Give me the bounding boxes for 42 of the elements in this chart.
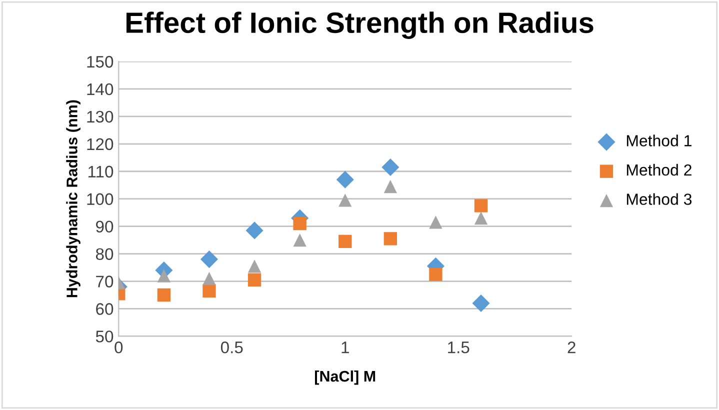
x-tick-label: 1.5 (448, 342, 470, 354)
y-tick-label: 120 (87, 138, 114, 150)
point (472, 294, 490, 312)
legend-label: Method 3 (626, 193, 692, 205)
y-tick-label: 90 (96, 220, 114, 233)
point (248, 260, 262, 273)
y-tick-label: 110 (88, 166, 114, 178)
point (384, 180, 398, 194)
point (202, 272, 216, 286)
point (157, 288, 171, 302)
point (248, 273, 262, 286)
point (338, 234, 352, 248)
y-tick-label: 130 (87, 110, 114, 123)
point (336, 170, 354, 188)
chart-title: Effect of Ionic Strength on Radius (126, 12, 594, 39)
point (338, 194, 352, 207)
y-tick-label: 60 (96, 303, 114, 315)
point (293, 233, 306, 247)
point (202, 284, 216, 298)
point (246, 222, 264, 240)
x-tick-label: 2 (568, 342, 576, 354)
y-tick-label: 140 (87, 83, 114, 96)
x-tick-label: 0 (114, 342, 123, 354)
y-axis-title: Hydrodynamic Radius (nm) (66, 100, 80, 298)
x-tick-label: 1 (342, 342, 349, 354)
point (429, 268, 442, 281)
point (474, 199, 488, 212)
x-axis-title: [NaCl] M (315, 370, 376, 385)
point (293, 216, 306, 230)
point (382, 158, 400, 176)
y-tick-label: 80 (96, 248, 114, 260)
legend-label: Method 1 (626, 134, 692, 146)
y-tick-label: 150 (87, 56, 114, 68)
point (384, 232, 398, 246)
point (474, 211, 488, 225)
y-tick-label: 100 (87, 193, 114, 206)
y-tick-label: 70 (96, 276, 114, 288)
legend-label: Method 2 (626, 164, 692, 176)
point (200, 250, 218, 268)
x-tick-label: 0.5 (220, 342, 243, 354)
y-tick-label: 50 (96, 330, 114, 342)
point (429, 216, 442, 229)
